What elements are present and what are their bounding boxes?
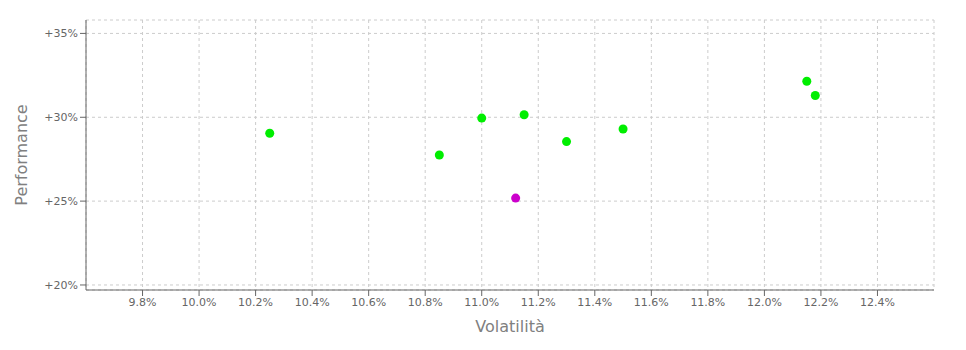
svg-text:+25%: +25% <box>44 195 78 208</box>
svg-text:Volatilità: Volatilità <box>475 317 544 336</box>
svg-text:10.8%: 10.8% <box>408 296 443 309</box>
svg-text:+30%: +30% <box>44 111 78 124</box>
svg-text:10.2%: 10.2% <box>238 296 273 309</box>
svg-text:10.0%: 10.0% <box>182 296 217 309</box>
svg-text:12.2%: 12.2% <box>803 296 838 309</box>
svg-text:12.4%: 12.4% <box>860 296 895 309</box>
svg-text:11.4%: 11.4% <box>577 296 612 309</box>
svg-text:+20%: +20% <box>44 279 78 292</box>
svg-text:11.6%: 11.6% <box>634 296 669 309</box>
svg-text:11.0%: 11.0% <box>464 296 499 309</box>
svg-text:11.8%: 11.8% <box>690 296 725 309</box>
svg-text:12.0%: 12.0% <box>747 296 782 309</box>
svg-text:Performance: Performance <box>12 104 31 205</box>
svg-text:9.8%: 9.8% <box>129 296 157 309</box>
svg-text:11.2%: 11.2% <box>521 296 556 309</box>
svg-text:+35%: +35% <box>44 27 78 40</box>
svg-text:10.4%: 10.4% <box>295 296 330 309</box>
svg-text:10.6%: 10.6% <box>351 296 386 309</box>
